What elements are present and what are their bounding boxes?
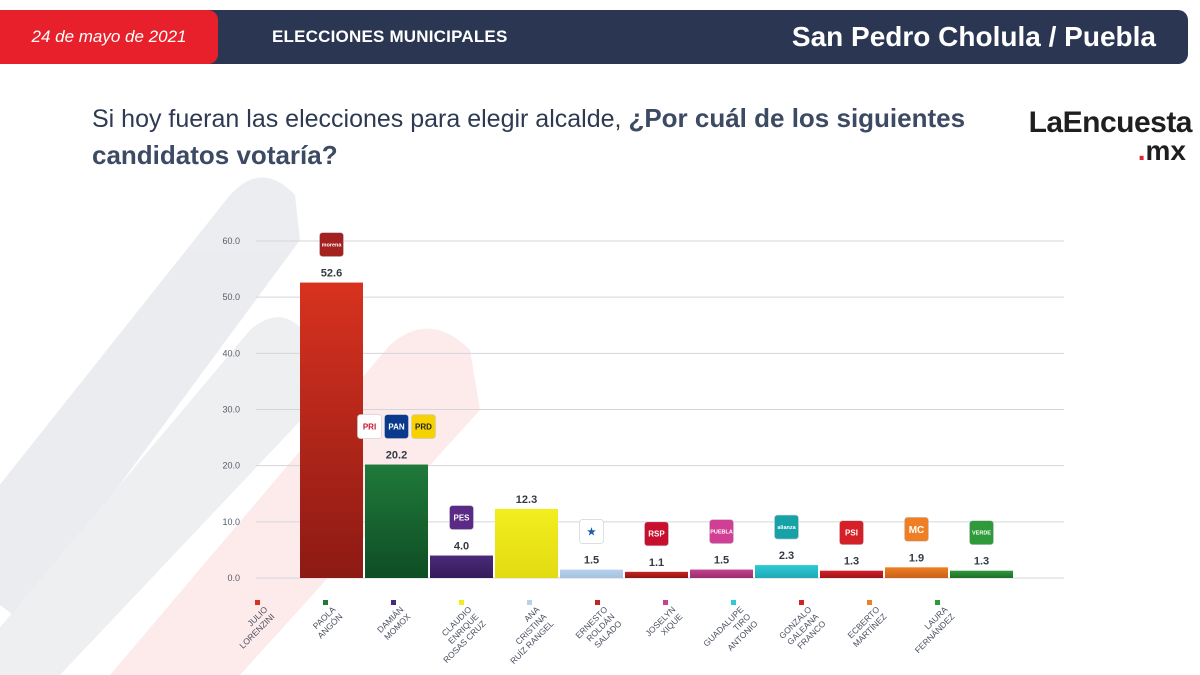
brand-tld: .mx bbox=[1022, 135, 1192, 166]
bar bbox=[950, 570, 1013, 578]
x-tick-label: DAMIÁNMOMOX bbox=[375, 604, 413, 642]
legend-marker bbox=[391, 600, 396, 605]
puebla-mexico-logo-text: PUEBLA bbox=[710, 530, 733, 536]
rsp-logo-text: RSP bbox=[648, 530, 665, 539]
y-tick-label: 20.0 bbox=[222, 461, 240, 471]
data-label: 2.3 bbox=[779, 550, 794, 562]
data-label: 12.3 bbox=[516, 494, 537, 506]
x-tick-label: JULIOLORENZINI bbox=[230, 604, 276, 650]
question-intro: Si hoy fueran las elecciones para elegir… bbox=[92, 105, 629, 133]
location-title: San Pedro Cholula / Puebla bbox=[791, 21, 1156, 52]
bar bbox=[495, 508, 558, 578]
data-label: 1.1 bbox=[649, 557, 664, 569]
header: ELECCIONES MUNICIPALES San Pedro Cholula… bbox=[0, 10, 1188, 64]
legend-marker bbox=[799, 600, 804, 605]
legend-marker bbox=[527, 600, 532, 605]
brand-dot: . bbox=[1137, 135, 1146, 166]
compromiso-puebla-logo bbox=[579, 519, 604, 544]
data-label: 52.6 bbox=[321, 268, 342, 280]
bar bbox=[885, 567, 948, 578]
pri-logo bbox=[357, 414, 382, 439]
bar bbox=[625, 571, 688, 578]
pan-logo bbox=[384, 414, 409, 439]
data-label: 1.5 bbox=[584, 555, 599, 567]
x-tick-label: LAURAFERNÁNDEZ bbox=[906, 604, 957, 655]
survey-question: Si hoy fueran las elecciones para elegir… bbox=[92, 100, 1012, 174]
legend-marker bbox=[663, 600, 668, 605]
prd-logo bbox=[411, 414, 436, 439]
bar bbox=[820, 570, 883, 578]
header-bar: ELECCIONES MUNICIPALES San Pedro Cholula… bbox=[200, 10, 1188, 64]
data-label: 1.3 bbox=[844, 556, 859, 568]
legend-marker bbox=[595, 600, 600, 605]
nueva-alianza-logo-text: alianza bbox=[777, 525, 796, 531]
bar bbox=[365, 464, 428, 578]
y-tick-label: 0.0 bbox=[227, 573, 240, 583]
puebla-mexico-logo bbox=[709, 519, 734, 544]
x-tick-label: ERNESTOROLDÁNSALADO bbox=[573, 604, 623, 654]
data-label: 1.5 bbox=[714, 555, 729, 567]
psi-logo bbox=[839, 520, 864, 545]
y-tick-label: 40.0 bbox=[222, 348, 240, 358]
psi-logo-text: PSI bbox=[845, 529, 858, 538]
x-tick-label: ANACRISTINARUÍZ RANGEL bbox=[494, 604, 556, 666]
question-main: ¿Por cuál de los siguientes candidatos v… bbox=[92, 103, 966, 170]
x-tick-label: CLAUDIOENRIQUEROSAS CRUZ bbox=[427, 604, 488, 665]
movimiento-ciudadano-logo-text: MC bbox=[909, 525, 925, 536]
y-tick-label: 10.0 bbox=[222, 517, 240, 527]
legend-marker bbox=[867, 600, 872, 605]
x-tick-label: PAOLAANGÓN bbox=[308, 604, 344, 640]
bar bbox=[755, 565, 818, 578]
x-tick-label: JOSELYNXIQUE bbox=[643, 604, 684, 645]
movimiento-ciudadano-logo bbox=[904, 517, 929, 542]
brand-name: LaEncuesta bbox=[1028, 106, 1193, 139]
date-badge: 24 de mayo de 2021 bbox=[0, 10, 218, 64]
pan-logo-text: PAN bbox=[388, 422, 405, 431]
y-tick-label: 30.0 bbox=[222, 405, 240, 415]
bar bbox=[300, 282, 363, 578]
pes-logo-text: PES bbox=[453, 513, 470, 522]
y-tick-label: 50.0 bbox=[222, 292, 240, 302]
x-tick-label: ECBERTOMARTÍNEZ bbox=[844, 604, 889, 649]
morena-logo-text: morena bbox=[322, 243, 343, 249]
legend-marker bbox=[323, 600, 328, 605]
y-tick-label: 60.0 bbox=[222, 236, 240, 246]
morena-logo bbox=[319, 232, 344, 257]
legend-marker bbox=[459, 600, 464, 605]
data-label: 4.0 bbox=[454, 541, 469, 553]
brand-tld-text: mx bbox=[1145, 135, 1186, 166]
brand-logo: LaEncuesta .mx bbox=[1022, 106, 1193, 166]
compromiso-puebla-logo-text: ★ bbox=[587, 527, 596, 538]
nueva-alianza-logo bbox=[774, 514, 799, 540]
x-tick-label: GUADALUPETIROANTONIO bbox=[701, 604, 760, 663]
x-tick-label: GONZALOGALEANAFRANCO bbox=[777, 604, 828, 655]
legend-marker bbox=[255, 600, 260, 605]
bar bbox=[430, 555, 493, 578]
section-title: ELECCIONES MUNICIPALES bbox=[272, 27, 508, 46]
pri-logo-text: PRI bbox=[363, 422, 376, 431]
bar bbox=[690, 569, 753, 578]
verde-logo-text: VERDE bbox=[972, 531, 991, 537]
prd-logo-text: PRD bbox=[415, 422, 432, 431]
legend-marker bbox=[935, 600, 940, 605]
data-label: 1.9 bbox=[909, 552, 924, 564]
data-label: 1.3 bbox=[974, 556, 989, 568]
verde-logo bbox=[969, 520, 994, 545]
legend-marker bbox=[731, 600, 736, 605]
data-label: 20.2 bbox=[386, 450, 407, 462]
rsp-logo bbox=[644, 521, 669, 547]
pes-logo bbox=[449, 505, 474, 530]
bar bbox=[560, 569, 623, 578]
